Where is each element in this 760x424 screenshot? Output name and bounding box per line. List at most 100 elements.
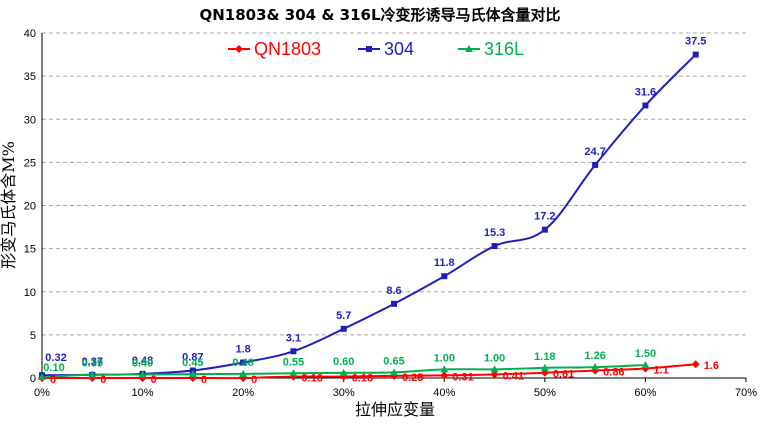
data-label-304: 11.8 [434,257,455,269]
data-label-qn1803: 0 [50,374,56,386]
data-label-304: 37.5 [685,36,706,48]
series-lines [41,53,697,380]
y-tick-label: 20 [24,201,36,213]
data-point-316l [390,368,398,376]
data-point-316l [239,369,248,377]
grid [42,32,746,336]
data-label-316l: 1.26 [584,350,605,362]
data-label-304: 1.8 [235,343,250,355]
data-point-qn1803 [440,371,449,380]
y-tick-label: 15 [24,244,36,256]
data-point-316l [490,365,499,373]
data-label-316l: 0.55 [283,356,304,368]
data-label-304: 5.7 [336,310,351,322]
data-label-304: 0.37 [82,356,103,368]
data-point-316l [641,361,650,369]
data-label-qn1803: 0.86 [603,367,624,379]
x-tick-label: 40% [433,387,455,399]
y-tick-label: 10 [24,287,36,299]
data-label-304: 15.3 [484,227,505,239]
y-tick-label: 40 [24,28,36,40]
x-tick-labels: 0% 10% 20% 30% 40% 50% 60% 70% [34,387,757,399]
x-tick-label: 70% [735,387,757,399]
data-point-316l [440,365,449,373]
data-point-316l [591,363,600,371]
data-label-316l: 0.65 [383,355,404,367]
legend-marker-316l [465,45,473,52]
series-line-304 [41,53,697,377]
data-label-304: 8.6 [386,285,401,297]
data-point-304 [692,51,699,58]
data-label-qn1803: 0.41 [503,370,524,382]
data-label-qn1803: 0.16 [352,373,373,385]
legend-label-qn1803: QN1803 [254,39,321,59]
data-point-304 [340,325,347,332]
data-label-qn1803: 0.16 [301,373,322,385]
data-point-316l [188,370,197,378]
x-axis-label: 拉伸应变量 [355,400,435,419]
data-point-304 [592,161,599,168]
data-label-316l: 0.45 [182,357,203,369]
x-tick-label: 30% [333,387,355,399]
data-label-316l: 1.18 [534,351,555,363]
data-label-qn1803: 0.31 [452,371,473,383]
data-point-304 [491,243,498,250]
data-point-304 [441,273,448,280]
data-point-qn1803 [691,360,700,369]
data-point-316l [540,363,549,371]
data-point-304 [642,102,649,109]
data-label-304: 0.48 [132,355,153,367]
x-tick-label: 10% [132,387,154,399]
y-tick-labels: 0 5 10 15 20 25 30 35 40 [24,28,36,385]
data-point-304 [290,348,297,355]
y-tick-label: 0 [30,373,36,385]
data-label-316l: 0.10 [43,362,64,374]
data-label-qn1803: 1.6 [704,360,719,372]
data-label-304: 3.1 [286,332,301,344]
data-label-316l: 1.00 [434,352,455,364]
data-label-qn1803: 0 [251,374,257,386]
data-point-316l [38,373,46,381]
chart-title: QN1803& 304 & 316L冷变形诱导马氏体含量对比 [199,6,560,24]
legend-label-316l: 316L [484,39,524,59]
series-line-qn1803 [41,363,696,380]
data-point-316l [339,368,348,376]
x-tick-label: 50% [534,387,556,399]
y-tick-label: 35 [24,71,36,83]
data-labels: 0 0 0 0 0 0.16 0.16 0.25 0.31 0.41 0.61 0.86 1.1 1.6 0… [43,36,719,386]
axes [41,33,747,382]
data-label-304: 24.7 [584,146,605,158]
data-label-qn1803: 0 [151,374,157,386]
data-label-qn1803: 1.1 [653,365,668,377]
data-label-qn1803: 0 [100,374,106,386]
data-label-316l: 0.48 [232,357,253,369]
data-label-316l: 0.40 [132,358,153,370]
data-label-qn1803: 0.61 [553,369,574,381]
y-tick-label: 30 [24,114,36,126]
data-label-304: 17.2 [534,211,555,223]
data-label-304: 0.87 [182,351,203,363]
data-point-304 [391,300,397,307]
legend-marker-qn1803 [235,45,243,53]
data-point-316l [88,370,97,378]
legend: QN1803 304 316L [228,39,524,59]
data-point-qn1803 [490,370,499,379]
y-axis-label: 形变马氏体含M% [0,141,18,269]
data-label-304: 31.6 [635,86,656,98]
data-label-316l: 1.00 [484,352,505,364]
data-label-316l: 1.50 [635,348,656,360]
legend-label-304: 304 [384,39,414,59]
data-label-qn1803: 0.25 [402,372,423,384]
data-label-qn1803: 0 [201,374,207,386]
data-point-304 [240,359,247,366]
data-label-316l: 0.60 [333,356,354,368]
series-markers [38,51,700,382]
y-tick-label: 25 [24,157,36,169]
x-tick-label: 20% [232,387,254,399]
data-label-304: 0.32 [45,352,66,364]
data-point-316l [289,369,298,377]
legend-marker-304 [366,46,372,52]
y-tick-label: 5 [30,330,36,342]
x-tick-label: 0% [34,387,50,399]
